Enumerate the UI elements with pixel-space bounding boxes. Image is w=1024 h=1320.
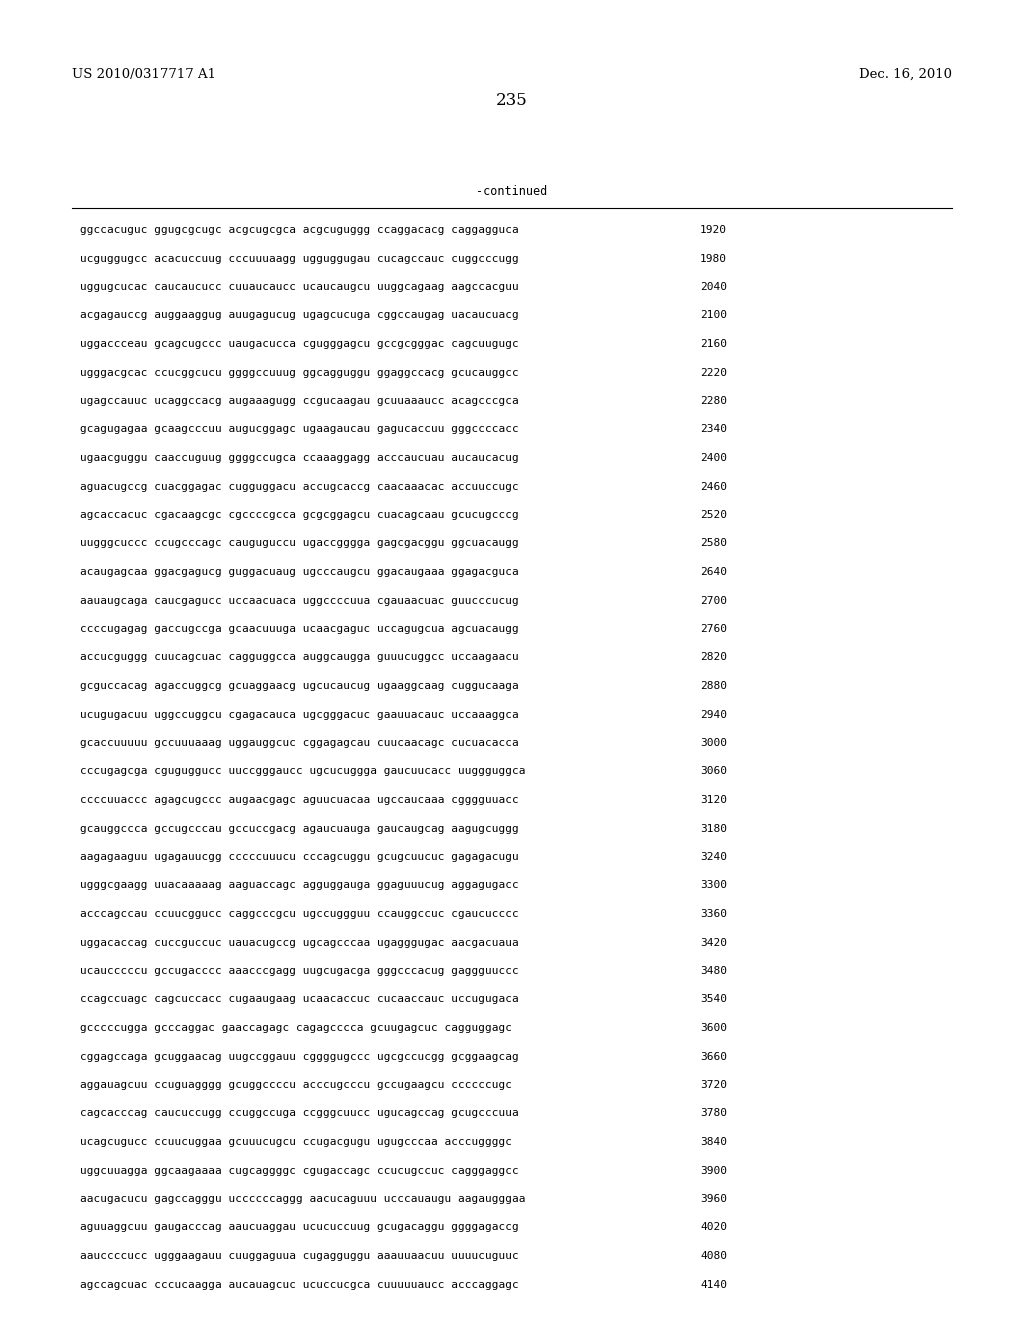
Text: 3720: 3720 [700, 1080, 727, 1090]
Text: 2100: 2100 [700, 310, 727, 321]
Text: aacugacucu gagccagggu uccccccaggg aacucaguuu ucccauaugu aagaugggaa: aacugacucu gagccagggu uccccccaggg aacuca… [80, 1195, 525, 1204]
Text: 2640: 2640 [700, 568, 727, 577]
Text: 3660: 3660 [700, 1052, 727, 1061]
Text: gcaccuuuuu gccuuuaaag uggauggcuc cggagagcau cuucaacagc cucuacacca: gcaccuuuuu gccuuuaaag uggauggcuc cggagag… [80, 738, 519, 748]
Text: ccccugagag gaccugccga gcaacuuuga ucaacgaguc uccagugcua agcuacaugg: ccccugagag gaccugccga gcaacuuuga ucaacga… [80, 624, 519, 634]
Text: 2280: 2280 [700, 396, 727, 407]
Text: 4020: 4020 [700, 1222, 727, 1233]
Text: 2040: 2040 [700, 282, 727, 292]
Text: 2520: 2520 [700, 510, 727, 520]
Text: 4080: 4080 [700, 1251, 727, 1261]
Text: 2220: 2220 [700, 367, 727, 378]
Text: 3840: 3840 [700, 1137, 727, 1147]
Text: cccugagcga cguguggucc uuccgggaucc ugcucuggga gaucuucacc uuggguggca: cccugagcga cguguggucc uuccgggaucc ugcucu… [80, 767, 525, 776]
Text: aggauagcuu ccuguagggg gcuggccccu acccugcccu gccugaagcu ccccccugc: aggauagcuu ccuguagggg gcuggccccu acccugc… [80, 1080, 512, 1090]
Text: aauccccucc ugggaagauu cuuggaguua cugagguggu aaauuaacuu uuuucuguuc: aauccccucc ugggaagauu cuuggaguua cugaggu… [80, 1251, 519, 1261]
Text: uggacaccag cuccguccuc uauacugccg ugcagcccaa ugagggugac aacgacuaua: uggacaccag cuccguccuc uauacugccg ugcagcc… [80, 937, 519, 948]
Text: ugggacgcac ccucggcucu ggggccuuug ggcagguggu ggaggccacg gcucauggcc: ugggacgcac ccucggcucu ggggccuuug ggcaggu… [80, 367, 519, 378]
Text: 3600: 3600 [700, 1023, 727, 1034]
Text: ugggcgaagg uuacaaaaag aaguaccagc agguggauga ggaguuucug aggagugacc: ugggcgaagg uuacaaaaag aaguaccagc aggugga… [80, 880, 519, 891]
Text: aauaugcaga caucgagucc uccaacuaca uggccccuua cgauaacuac guucccucug: aauaugcaga caucgagucc uccaacuaca uggcccc… [80, 595, 519, 606]
Text: uugggcuccc ccugcccagc cauguguccu ugaccgggga gagcgacggu ggcuacaugg: uugggcuccc ccugcccagc cauguguccu ugaccgg… [80, 539, 519, 549]
Text: 3900: 3900 [700, 1166, 727, 1176]
Text: ucugugacuu uggccuggcu cgagacauca ugcgggacuc gaauuacauc uccaaaggca: ucugugacuu uggccuggcu cgagacauca ugcggga… [80, 710, 519, 719]
Text: gcccccugga gcccaggac gaaccagagc cagagcccca gcuugagcuc cagguggagc: gcccccugga gcccaggac gaaccagagc cagagccc… [80, 1023, 512, 1034]
Text: 3000: 3000 [700, 738, 727, 748]
Text: 1980: 1980 [700, 253, 727, 264]
Text: ccccuuaccc agagcugccc augaacgagc aguucuacaa ugccaucaaa cgggguuacc: ccccuuaccc agagcugccc augaacgagc aguucua… [80, 795, 519, 805]
Text: 2460: 2460 [700, 482, 727, 491]
Text: aagagaaguu ugagauucgg cccccuuucu cccagcuggu gcugcuucuc gagagacugu: aagagaaguu ugagauucgg cccccuuucu cccagcu… [80, 851, 519, 862]
Text: 3780: 3780 [700, 1109, 727, 1118]
Text: ccagccuagc cagcuccacc cugaaugaag ucaacaccuc cucaaccauc uccugugaca: ccagccuagc cagcuccacc cugaaugaag ucaacac… [80, 994, 519, 1005]
Text: gcguccacag agaccuggcg gcuaggaacg ugcucaucug ugaaggcaag cuggucaaga: gcguccacag agaccuggcg gcuaggaacg ugcucau… [80, 681, 519, 690]
Text: gcagugagaa gcaagcccuu augucggagc ugaagaucau gagucaccuu gggccccacc: gcagugagaa gcaagcccuu augucggagc ugaagau… [80, 425, 519, 434]
Text: agcaccacuc cgacaagcgc cgccccgcca gcgcggagcu cuacagcaau gcucugcccg: agcaccacuc cgacaagcgc cgccccgcca gcgcgga… [80, 510, 519, 520]
Text: 3420: 3420 [700, 937, 727, 948]
Text: uggcuuagga ggcaagaaaa cugcaggggc cgugaccagc ccucugccuc cagggaggcc: uggcuuagga ggcaagaaaa cugcaggggc cgugacc… [80, 1166, 519, 1176]
Text: 235: 235 [496, 92, 528, 110]
Text: ugagccauuc ucaggccacg augaaagugg ccgucaagau gcuuaaaucc acagcccgca: ugagccauuc ucaggccacg augaaagugg ccgucaa… [80, 396, 519, 407]
Text: 3540: 3540 [700, 994, 727, 1005]
Text: US 2010/0317717 A1: US 2010/0317717 A1 [72, 69, 216, 81]
Text: 4140: 4140 [700, 1279, 727, 1290]
Text: acgagauccg auggaaggug auugagucug ugagcucuga cggccaugag uacaucuacg: acgagauccg auggaaggug auugagucug ugagcuc… [80, 310, 519, 321]
Text: 1920: 1920 [700, 224, 727, 235]
Text: 2400: 2400 [700, 453, 727, 463]
Text: 2580: 2580 [700, 539, 727, 549]
Text: ggccacuguc ggugcgcugc acgcugcgca acgcuguggg ccaggacacg caggagguca: ggccacuguc ggugcgcugc acgcugcgca acgcugu… [80, 224, 519, 235]
Text: -continued: -continued [476, 185, 548, 198]
Text: 3240: 3240 [700, 851, 727, 862]
Text: aguacugccg cuacggagac cugguggacu accugcaccg caacaaacac accuuccugc: aguacugccg cuacggagac cugguggacu accugca… [80, 482, 519, 491]
Text: ucaucccccu gccugacccc aaacccgagg uugcugacga gggcccacug gaggguuccc: ucaucccccu gccugacccc aaacccgagg uugcuga… [80, 966, 519, 975]
Text: 2940: 2940 [700, 710, 727, 719]
Text: aguuaggcuu gaugacccag aaucuaggau ucucuccuug gcugacaggu ggggagaccg: aguuaggcuu gaugacccag aaucuaggau ucucucc… [80, 1222, 519, 1233]
Text: cagcacccag caucuccugg ccuggccuga ccgggcuucc ugucagccag gcugcccuua: cagcacccag caucuccugg ccuggccuga ccgggcu… [80, 1109, 519, 1118]
Text: ucguggugcc acacuccuug cccuuuaagg ugguggugau cucagccauc cuggcccugg: ucguggugcc acacuccuug cccuuuaagg ugguggu… [80, 253, 519, 264]
Text: accucguggg cuucagcuac cagguggcca auggcaugga guuucuggcc uccaagaacu: accucguggg cuucagcuac cagguggcca auggcau… [80, 652, 519, 663]
Text: 3060: 3060 [700, 767, 727, 776]
Text: gcauggccca gccugcccau gccuccgacg agaucuauga gaucaugcag aagugcuggg: gcauggccca gccugcccau gccuccgacg agaucua… [80, 824, 519, 833]
Text: 3180: 3180 [700, 824, 727, 833]
Text: 3300: 3300 [700, 880, 727, 891]
Text: 3480: 3480 [700, 966, 727, 975]
Text: ugaacguggu caaccuguug ggggccugca ccaaaggagg acccaucuau aucaucacug: ugaacguggu caaccuguug ggggccugca ccaaagg… [80, 453, 519, 463]
Text: 2340: 2340 [700, 425, 727, 434]
Text: acaugagcaa ggacgagucg guggacuaug ugcccaugcu ggacaugaaa ggagacguca: acaugagcaa ggacgagucg guggacuaug ugcccau… [80, 568, 519, 577]
Text: acccagccau ccuucggucc caggcccgcu ugccuggguu ccauggccuc cgaucucccc: acccagccau ccuucggucc caggcccgcu ugccugg… [80, 909, 519, 919]
Text: 2760: 2760 [700, 624, 727, 634]
Text: 2820: 2820 [700, 652, 727, 663]
Text: 3120: 3120 [700, 795, 727, 805]
Text: 2880: 2880 [700, 681, 727, 690]
Text: 2160: 2160 [700, 339, 727, 348]
Text: cggagccaga gcuggaacag uugccggauu cggggugccc ugcgccucgg gcggaagcag: cggagccaga gcuggaacag uugccggauu cggggug… [80, 1052, 519, 1061]
Text: agccagcuac cccucaagga aucauagcuc ucuccucgca cuuuuuaucc acccaggagc: agccagcuac cccucaagga aucauagcuc ucuccuc… [80, 1279, 519, 1290]
Text: uggugcucac caucaucucc cuuaucaucc ucaucaugcu uuggcagaag aagccacguu: uggugcucac caucaucucc cuuaucaucc ucaucau… [80, 282, 519, 292]
Text: ucagcugucc ccuucuggaa gcuuucugcu ccugacgugu ugugcccaa acccuggggc: ucagcugucc ccuucuggaa gcuuucugcu ccugacg… [80, 1137, 512, 1147]
Text: 2700: 2700 [700, 595, 727, 606]
Text: 3960: 3960 [700, 1195, 727, 1204]
Text: uggaccceau gcagcugccc uaugacucca cgugggagcu gccgcgggac cagcuugugc: uggaccceau gcagcugccc uaugacucca cguggga… [80, 339, 519, 348]
Text: Dec. 16, 2010: Dec. 16, 2010 [859, 69, 952, 81]
Text: 3360: 3360 [700, 909, 727, 919]
